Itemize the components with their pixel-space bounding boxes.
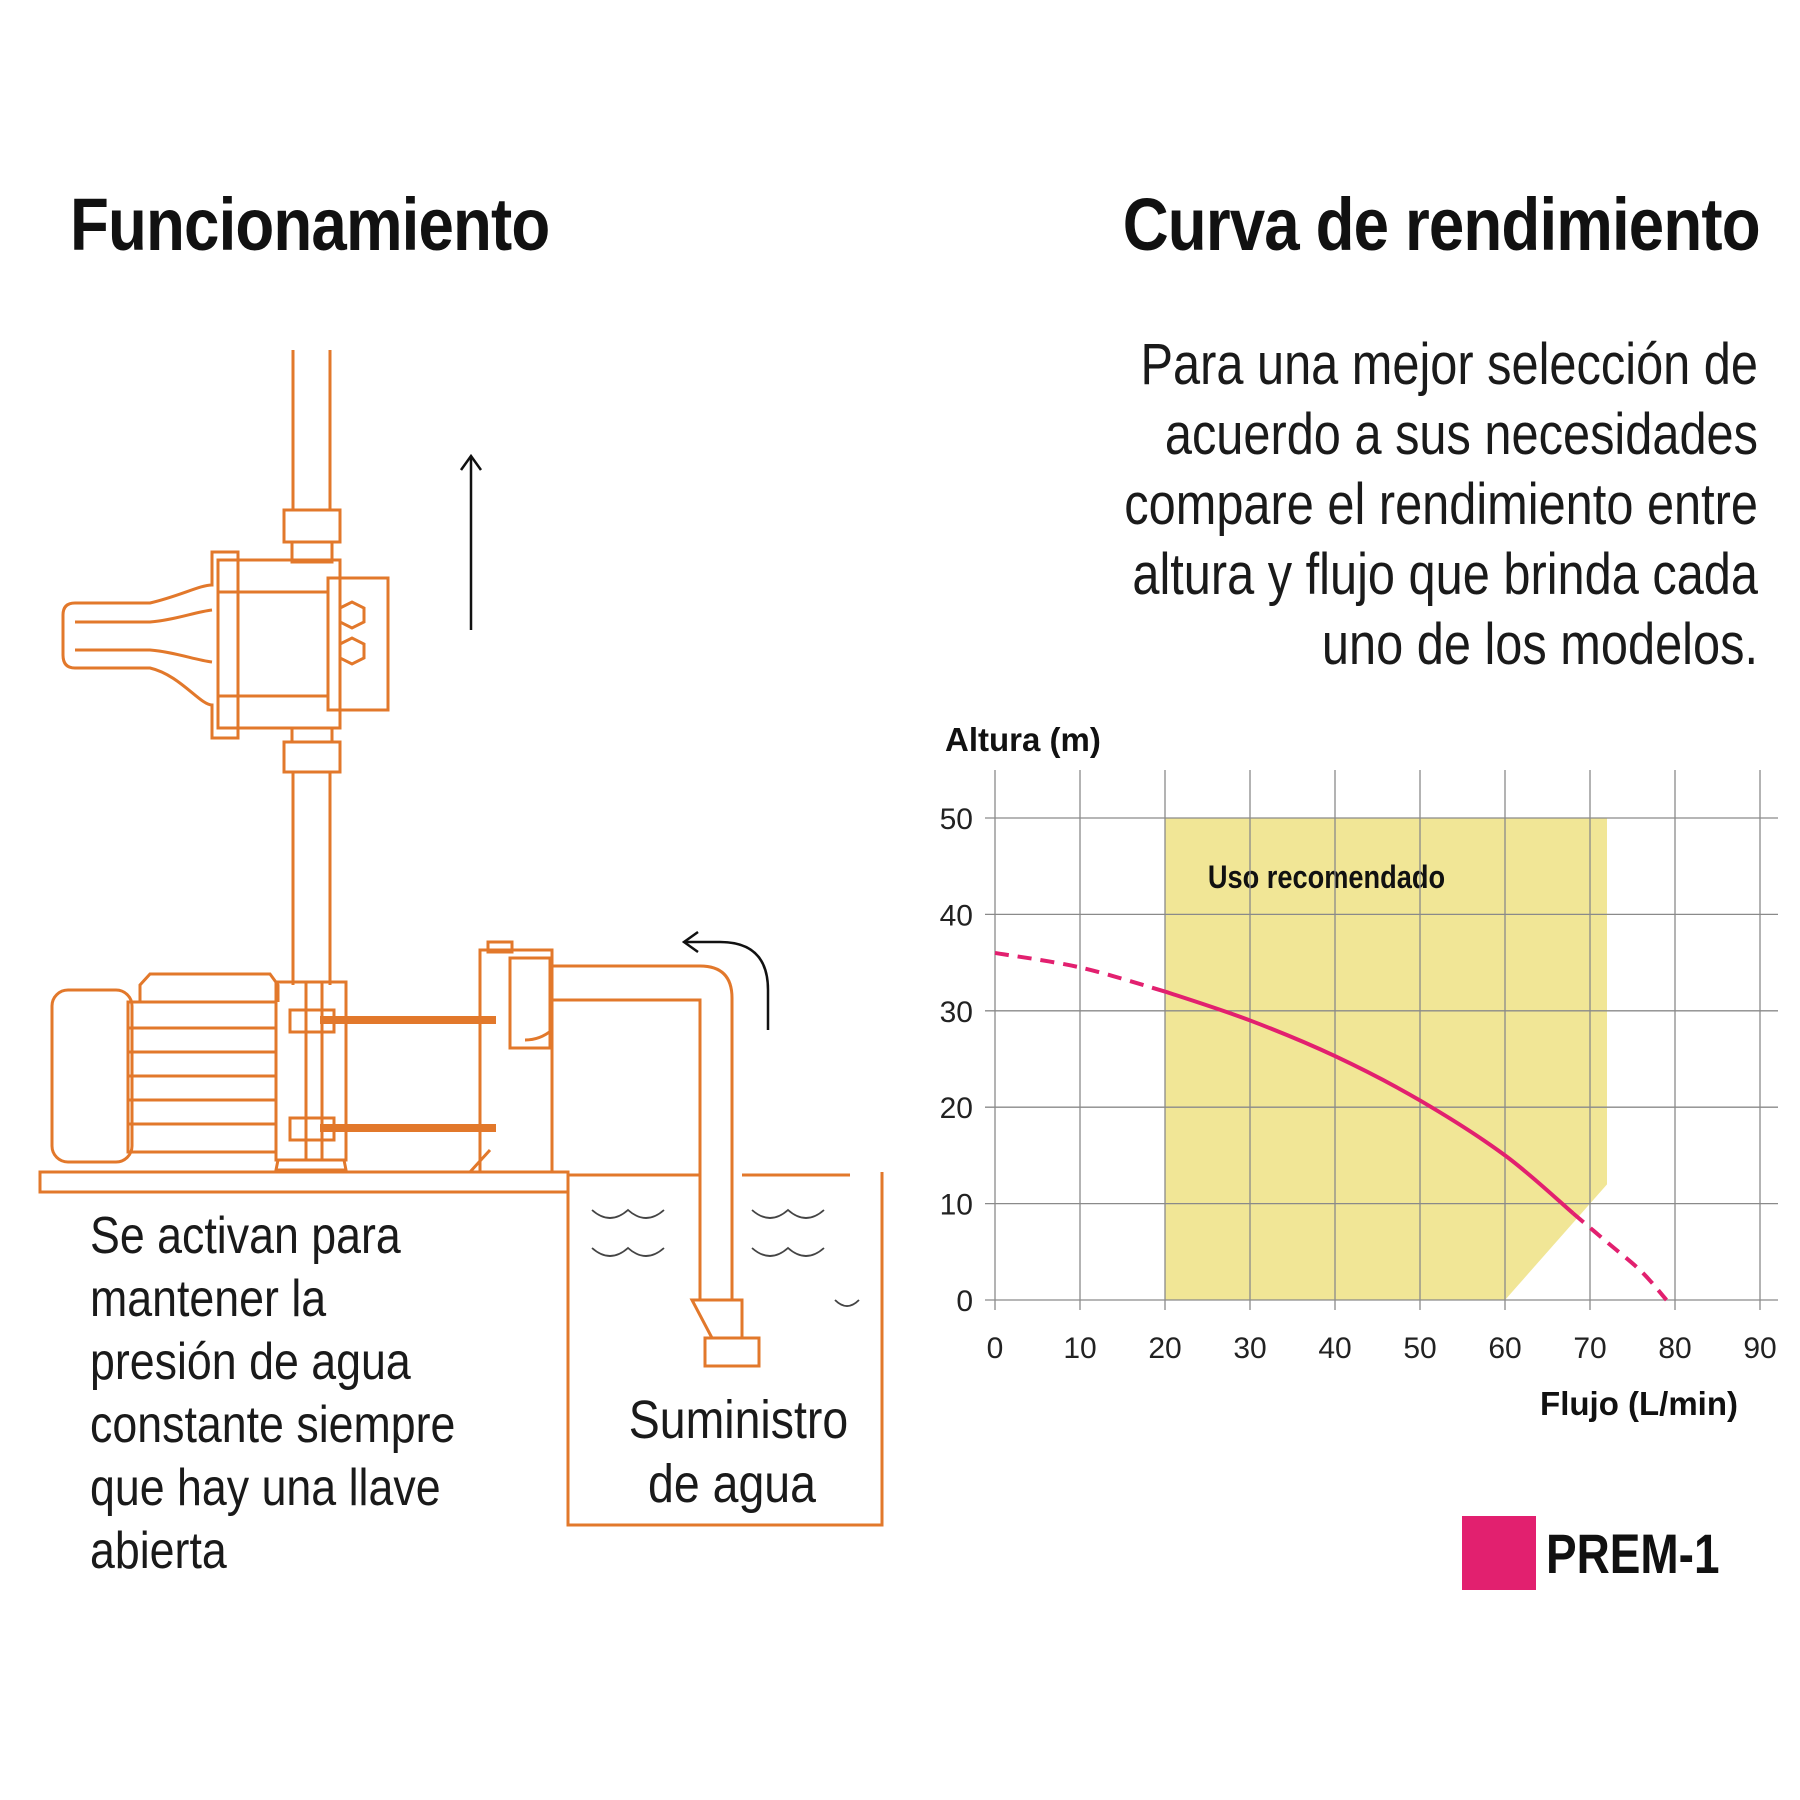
grid-lines — [985, 770, 1778, 1310]
y-tick-label: 0 — [956, 1285, 973, 1318]
x-tick-label: 70 — [1573, 1332, 1606, 1365]
water-supply-label: Suministro de agua — [628, 1388, 849, 1516]
x-axis-label: Flujo (L/min) — [1540, 1385, 1738, 1422]
functioning-title: Funcionamiento — [70, 183, 550, 266]
x-tick-label: 0 — [987, 1332, 1004, 1365]
intro-line: acuerdo a sus necesidades — [1164, 402, 1758, 467]
pump-motor — [50, 972, 348, 1172]
x-tick-label: 50 — [1403, 1332, 1436, 1365]
axis-ticks: 0 10 20 30 40 50 60 70 80 90 0 10 20 30 40 50 — [940, 803, 1777, 1365]
legend-label: PREM-1 — [1546, 1521, 1720, 1585]
caption-line: Se activan para — [90, 1207, 401, 1265]
intro-line: compare el rendimiento entre — [1124, 472, 1758, 537]
curve-group — [994, 950, 1669, 1302]
x-tick-label: 90 — [1743, 1332, 1776, 1365]
pump-body — [466, 940, 554, 1174]
x-tick-label: 60 — [1488, 1332, 1521, 1365]
arrow-return-icon — [684, 940, 770, 1030]
suction-pipe — [552, 964, 734, 1302]
x-tick-label: 20 — [1148, 1332, 1181, 1365]
x-tick-label: 30 — [1233, 1332, 1266, 1365]
pressure-controller — [61, 550, 390, 740]
supply-line: de agua — [648, 1454, 816, 1514]
curve-solid — [1164, 989, 1575, 1215]
intro-paragraph: Para una mejor selección de acuerdo a su… — [1002, 330, 1758, 680]
x-tick-label: 10 — [1063, 1332, 1096, 1365]
intro-line: uno de los modelos. — [1321, 612, 1758, 677]
x-tick-label: 40 — [1318, 1332, 1351, 1365]
curve-dashed-high-flow — [1571, 1211, 1669, 1302]
pump-base — [38, 1170, 570, 1194]
y-tick-label: 30 — [940, 996, 973, 1029]
intro-line: altura y flujo que brinda cada — [1132, 542, 1758, 607]
caption-line: abierta — [90, 1522, 227, 1580]
intro-line: Para una mejor selección de — [1140, 332, 1758, 397]
legend: PREM-1 — [1462, 1515, 1758, 1591]
legend-swatch — [1462, 1516, 1537, 1590]
supply-line: Suministro — [628, 1390, 849, 1450]
pump-installation-diagram — [38, 350, 884, 1527]
y-tick-label: 40 — [940, 899, 973, 932]
y-axis-label: Altura (m) — [945, 721, 1101, 758]
y-tick-label: 50 — [940, 803, 973, 836]
performance-chart: Uso recomendado 0 10 20 30 40 50 60 70 80 90 0 10 20… — [940, 721, 1778, 1422]
caption-line: que hay una llave — [90, 1459, 441, 1517]
x-tick-label: 80 — [1658, 1332, 1691, 1365]
caption-line: mantener la — [90, 1270, 327, 1328]
function-caption: Se activan para mantener la presión de a… — [90, 1205, 455, 1583]
water-tank — [566, 1172, 884, 1527]
recommended-zone-label: Uso recomendado — [1208, 860, 1445, 896]
performance-curve-title: Curva de rendimiento — [1122, 183, 1761, 266]
caption-line: constante siempre — [90, 1396, 456, 1454]
y-tick-label: 20 — [940, 1092, 973, 1125]
caption-line: presión de agua — [90, 1333, 411, 1391]
y-tick-label: 10 — [940, 1189, 973, 1222]
recommended-zone — [1165, 818, 1607, 1300]
pipe-coupling — [282, 508, 342, 544]
